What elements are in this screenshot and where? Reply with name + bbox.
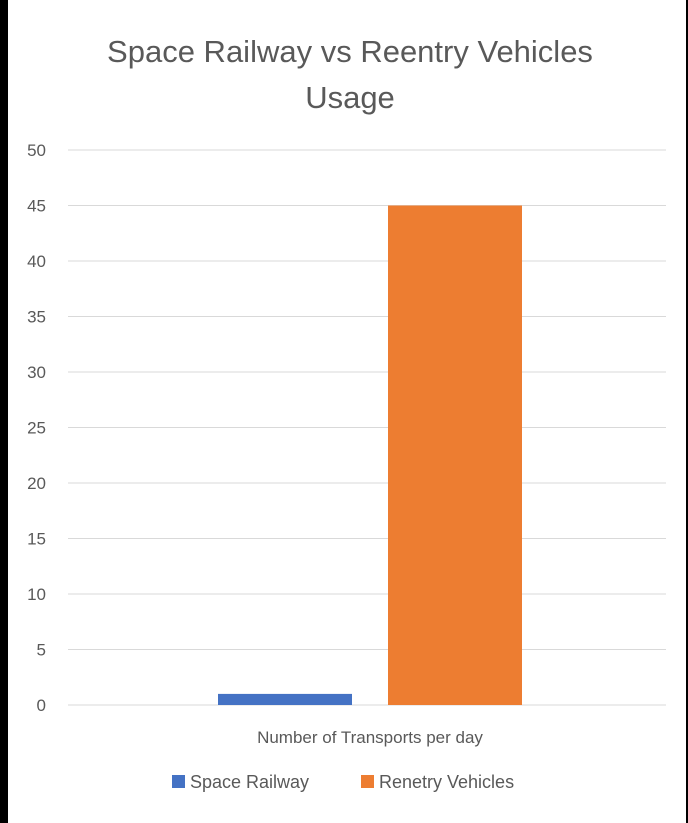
gridlines <box>68 149 666 706</box>
y-tick-label-30: 30 <box>27 363 46 382</box>
bar-space-railway <box>218 693 352 705</box>
y-tick-label-35: 35 <box>27 308 46 327</box>
chart-title-line-1: Space Railway vs Reentry Vehicles <box>107 34 593 69</box>
chart-title: Space Railway vs Reentry Vehicles Usage <box>107 34 593 115</box>
chart-title-line-2: Usage <box>305 80 395 115</box>
bar-chart: Space Railway vs Reentry Vehicles Usage … <box>27 34 666 792</box>
chart-area: Space Railway vs Reentry Vehicles Usage … <box>8 0 686 823</box>
y-tick-label-20: 20 <box>27 474 46 493</box>
legend: Space Railway Renetry Vehicles <box>172 772 514 792</box>
legend-label-renetry-vehicles: Renetry Vehicles <box>379 772 514 792</box>
y-tick-label-25: 25 <box>27 419 46 438</box>
legend-label-space-railway: Space Railway <box>190 772 309 792</box>
legend-swatch-space-railway <box>172 775 185 788</box>
y-tick-label-40: 40 <box>27 252 46 271</box>
y-tick-label-50: 50 <box>27 141 46 160</box>
x-category-label: Number of Transports per day <box>257 728 483 747</box>
bar-renetry-vehicles <box>388 205 522 705</box>
bars <box>218 205 522 705</box>
y-tick-label-0: 0 <box>37 696 46 715</box>
y-tick-label-10: 10 <box>27 585 46 604</box>
y-tick-label-45: 45 <box>27 197 46 216</box>
legend-swatch-renetry-vehicles <box>361 775 374 788</box>
y-tick-label-5: 5 <box>37 641 46 660</box>
y-tick-label-15: 15 <box>27 530 46 549</box>
y-axis-tick-labels: 0 5 10 15 20 25 30 35 40 45 50 <box>27 141 46 715</box>
